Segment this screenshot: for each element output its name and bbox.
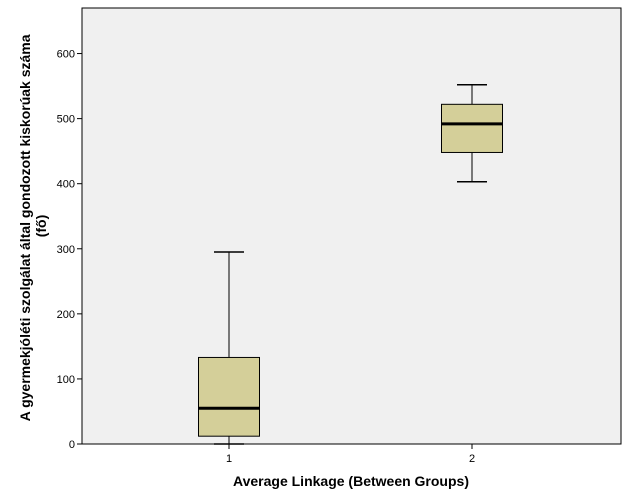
box-iqr bbox=[441, 103, 503, 153]
y-axis: 0 100 200 300 400 500 600 bbox=[57, 49, 82, 451]
box-group bbox=[198, 251, 260, 445]
y-axis-title-line1: A gyermekjóléti szolgálat által gondozot… bbox=[17, 34, 33, 421]
x-tick-label: 1 bbox=[226, 453, 232, 465]
box-group bbox=[441, 84, 503, 183]
y-tick-label: 400 bbox=[57, 179, 75, 191]
y-tick-label: 600 bbox=[57, 49, 75, 61]
y-tick-label: 0 bbox=[69, 439, 75, 451]
y-axis-title-line2: (fő) bbox=[33, 215, 49, 238]
boxes bbox=[198, 84, 503, 445]
y-tick-label: 300 bbox=[57, 244, 75, 256]
y-tick-label: 200 bbox=[57, 309, 75, 321]
x-tick-label: 2 bbox=[469, 453, 475, 465]
plot-area bbox=[81, 7, 622, 445]
y-axis-title: A gyermekjóléti szolgálat által gondozot… bbox=[17, 31, 49, 422]
y-tick-label: 500 bbox=[57, 114, 75, 126]
y-tick-label: 100 bbox=[57, 374, 75, 386]
x-axis-title: Average Linkage (Between Groups) bbox=[233, 473, 469, 489]
box-iqr bbox=[198, 356, 260, 437]
